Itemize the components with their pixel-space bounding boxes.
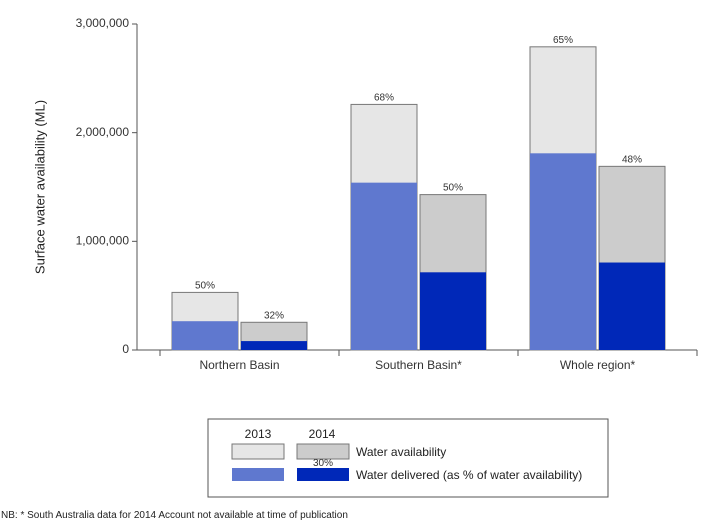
legend-year-2014: 2014	[309, 427, 336, 441]
category-label: Northern Basin	[199, 358, 279, 372]
legend-swatch-availability-2013	[231, 443, 285, 460]
delivered-bar	[420, 272, 486, 350]
category-label: Southern Basin*	[375, 358, 462, 372]
y-ticks: 0 1,000,000 2,000,000 3,000,000	[76, 16, 137, 356]
delivered-bar	[241, 341, 307, 350]
delivered-bar	[351, 182, 417, 350]
category-labels: Northern Basin Southern Basin* Whole regio…	[199, 358, 635, 372]
delivered-percent-label: 50%	[195, 280, 215, 291]
legend-swatch-delivered-2014	[297, 468, 349, 481]
y-tick-label: 2,000,000	[76, 125, 130, 139]
delivered-bar	[172, 321, 238, 350]
legend-availability-label: Water availability	[356, 445, 446, 459]
delivered-percent-label: 48%	[622, 154, 642, 165]
bars	[171, 46, 666, 351]
legend-year-2013: 2013	[245, 427, 272, 441]
category-label: Whole region*	[560, 358, 636, 372]
legend-swatch-delivered-2013	[232, 468, 284, 481]
delivered-percent-label: 68%	[374, 92, 394, 103]
legend-example-percent: 30%	[313, 458, 333, 469]
delivered-percent-label: 32%	[264, 310, 284, 321]
delivered-percent-label: 65%	[553, 35, 573, 46]
legend-swatch-availability-2014	[296, 443, 350, 460]
delivered-bar	[530, 153, 596, 350]
legend: 2013 2014 Water availability 30% Water d…	[207, 418, 609, 498]
legend-delivered-label: Water delivered (as % of water availabil…	[356, 468, 582, 482]
x-ticks	[159, 350, 698, 356]
percent-labels: 50% 32% 68% 50% 65% 48%	[195, 35, 642, 321]
y-tick-label: 0	[122, 342, 129, 356]
y-axis-label: Surface water availability (ML)	[32, 100, 47, 274]
y-tick-label: 3,000,000	[76, 16, 130, 30]
delivered-bar	[599, 262, 665, 350]
delivered-percent-label: 50%	[443, 183, 463, 194]
y-tick-label: 1,000,000	[76, 234, 130, 248]
footnote: NB: * South Australia data for 2014 Acco…	[1, 510, 348, 521]
